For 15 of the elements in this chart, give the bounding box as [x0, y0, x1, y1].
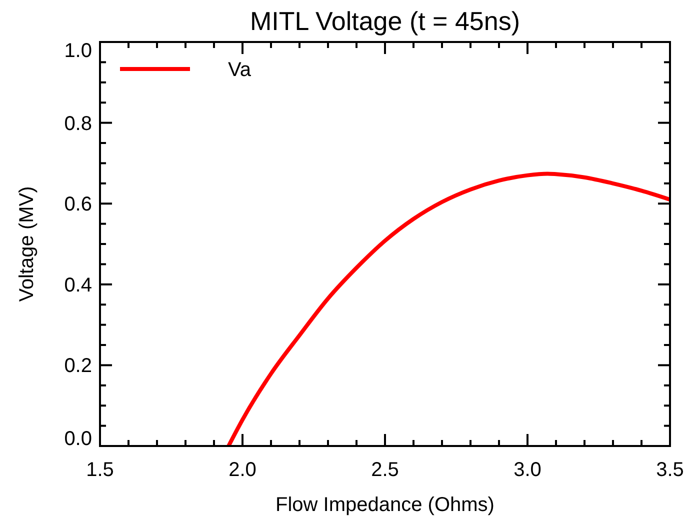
y-tick-label: 0.6 [64, 194, 92, 216]
x-tick-label: 2.5 [371, 459, 399, 481]
legend-label: Va [228, 59, 252, 81]
x-axis-title: Flow Impedance (Ohms) [276, 494, 494, 516]
x-tick-label: 3.5 [656, 459, 684, 481]
y-tick-label: 0.2 [64, 355, 92, 378]
y-axis-title: Voltage (MV) [16, 186, 38, 302]
x-tick-label: 2.0 [228, 459, 256, 481]
x-tick-label: 1.5 [86, 459, 114, 481]
y-tick-label: 1.0 [64, 40, 92, 62]
x-tick-label: 3.0 [514, 459, 542, 481]
y-tick-label: 0.4 [64, 274, 92, 296]
chart-title: MITL Voltage (t = 45ns) [250, 6, 520, 36]
y-tick-label: 0.8 [64, 112, 92, 135]
y-tick-label: 0.0 [64, 428, 92, 450]
